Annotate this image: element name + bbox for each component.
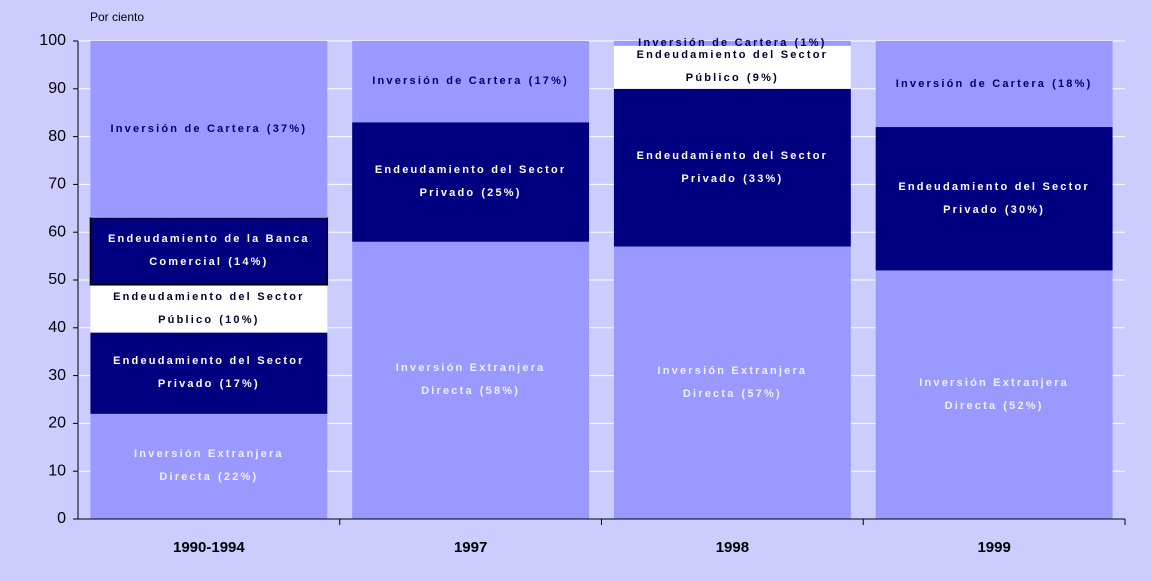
segment-label-text: Endeudamiento de la Banca Comercial (14%) [104, 228, 313, 274]
segment-label-text: Inversión de Cartera (18%) [896, 73, 1093, 96]
x-tick-label: 1999 [977, 539, 1010, 556]
segment-label: Endeudamiento del Sector Público (9%) [614, 46, 851, 89]
value-label: (30%) [1004, 203, 1046, 216]
bar-segment [875, 41, 1113, 128]
value-label: (10%) [219, 313, 260, 326]
value-label: (58%) [479, 385, 521, 398]
segment-label-text: Inversión Extranjera Directa (57%) [628, 360, 837, 406]
y-axis-label: Por ciento [90, 10, 144, 24]
segment-label-text: Endeudamiento del Sector Privado (25%) [366, 159, 575, 205]
y-tick-label: 20 [48, 415, 66, 432]
segment-label: Inversión Extranjera Directa (22%) [90, 414, 327, 519]
value-label: (17%) [528, 75, 569, 88]
y-tick-label: 10 [48, 462, 66, 479]
segment-label: Endeudamiento del Sector Privado (33%) [614, 89, 851, 247]
bar-segment [613, 88, 851, 247]
y-tick-label: 60 [48, 223, 66, 240]
segment-name: Endeudamiento del Sector Privado [374, 164, 567, 199]
segment-label-text: Inversión Extranjera Directa (58%) [366, 357, 575, 403]
segment-label: Endeudamiento del Sector Privado (25%) [352, 122, 589, 242]
segment-label: Inversión Extranjera Directa (57%) [614, 247, 851, 519]
value-label: (33%) [743, 172, 784, 185]
y-tick-label: 50 [48, 271, 66, 288]
segment-label-text: Inversión Extranjera Directa (22%) [104, 443, 313, 489]
segment-name: Inversión de Cartera [372, 75, 523, 88]
bar-segment [352, 122, 590, 242]
value-label: (52%) [1003, 399, 1044, 412]
segment-label: Inversión de Cartera (1%) [614, 37, 851, 49]
segment-label: Endeudamiento del Sector Público (10%) [90, 285, 327, 333]
segment-name: Inversión Extranjera Directa [657, 364, 808, 400]
segment-label: Inversión de Cartera (17%) [352, 41, 589, 122]
y-tick-label: 40 [48, 319, 66, 336]
segment-label: Inversión Extranjera Directa (52%) [876, 270, 1113, 519]
bar-segment [90, 332, 328, 414]
value-label: (37%) [266, 122, 308, 135]
y-tick-label: 70 [48, 176, 66, 193]
value-label: (25%) [481, 187, 522, 199]
bar-segment [613, 246, 851, 520]
segment-name: Inversión Extranjera Directa [133, 448, 284, 484]
segment-label-text: Inversión Extranjera Directa (52%) [890, 372, 1099, 418]
segment-label: Endeudamiento del Sector Privado (17%) [90, 333, 327, 414]
bar-segment [875, 127, 1113, 271]
bar-segment [90, 413, 328, 519]
y-tick-label: 100 [39, 32, 66, 49]
value-label: (9%) [746, 72, 779, 85]
x-tick-label: 1997 [454, 539, 487, 556]
segment-label: Inversión de Cartera (18%) [876, 41, 1113, 127]
bar-segment [613, 45, 851, 89]
segment-label-text: Endeudamiento del Sector Privado (33%) [628, 145, 837, 191]
segment-label: Endeudamiento del Sector Privado (30%) [876, 127, 1113, 270]
segment-name: Endeudamiento de la Banca Comercial [108, 233, 310, 269]
y-tick-label: 90 [48, 80, 66, 97]
segment-name: Inversión Extranjera Directa [919, 376, 1069, 412]
y-tick-label: 80 [48, 128, 66, 145]
segment-label-text: Endeudamiento del Sector Público (10%) [104, 286, 313, 332]
x-tick-label: 1990-1994 [173, 539, 245, 556]
segment-label-text: Endeudamiento del Sector Público (9%) [628, 44, 837, 90]
segment-name: Endeudamiento del Sector Público [113, 290, 305, 326]
bar-segment [613, 41, 851, 46]
value-label: (57%) [741, 387, 782, 400]
segment-label: Endeudamiento de la Banca Comercial (14%) [90, 218, 327, 285]
segment-name: Endeudamiento del Sector Privado [636, 149, 829, 185]
bar-segment [90, 41, 328, 218]
value-label: (14%) [228, 256, 269, 269]
value-label: (17%) [219, 378, 260, 391]
y-tick-label: 0 [57, 510, 66, 527]
y-tick-label: 30 [48, 367, 66, 384]
segment-name: Inversión de Cartera [895, 77, 1047, 90]
bar-segment [875, 270, 1113, 519]
segment-label-text: Inversión de Cartera (17%) [372, 70, 569, 93]
bar-segment [90, 284, 328, 333]
segment-label-text: Inversión de Cartera (37%) [111, 118, 308, 141]
segment-name: Inversión de Cartera [110, 122, 261, 135]
segment-name: Endeudamiento del Sector Privado [898, 180, 1090, 216]
segment-label: Inversión Extranjera Directa (58%) [352, 242, 589, 519]
segment-label-text: Endeudamiento del Sector Privado (30%) [890, 176, 1099, 222]
bar-segment [352, 241, 590, 519]
segment-name: Endeudamiento del Sector Público [636, 49, 829, 85]
value-label: (18%) [1052, 77, 1093, 90]
segment-name: Endeudamiento del Sector Privado [113, 355, 305, 391]
segment-name: Inversión Extranjera Directa [395, 362, 546, 398]
value-label: (22%) [218, 471, 259, 484]
x-tick-label: 1998 [716, 539, 749, 556]
bar-segment [352, 41, 590, 123]
bar-segment [89, 217, 329, 286]
value-label: (1%) [794, 36, 827, 49]
segment-label-text: Endeudamiento del Sector Privado (17%) [104, 350, 313, 396]
segment-label-text: Inversión de Cartera (1%) [638, 32, 826, 55]
segment-label: Inversión de Cartera (37%) [90, 41, 327, 218]
segment-name: Inversión de Cartera [638, 36, 789, 49]
